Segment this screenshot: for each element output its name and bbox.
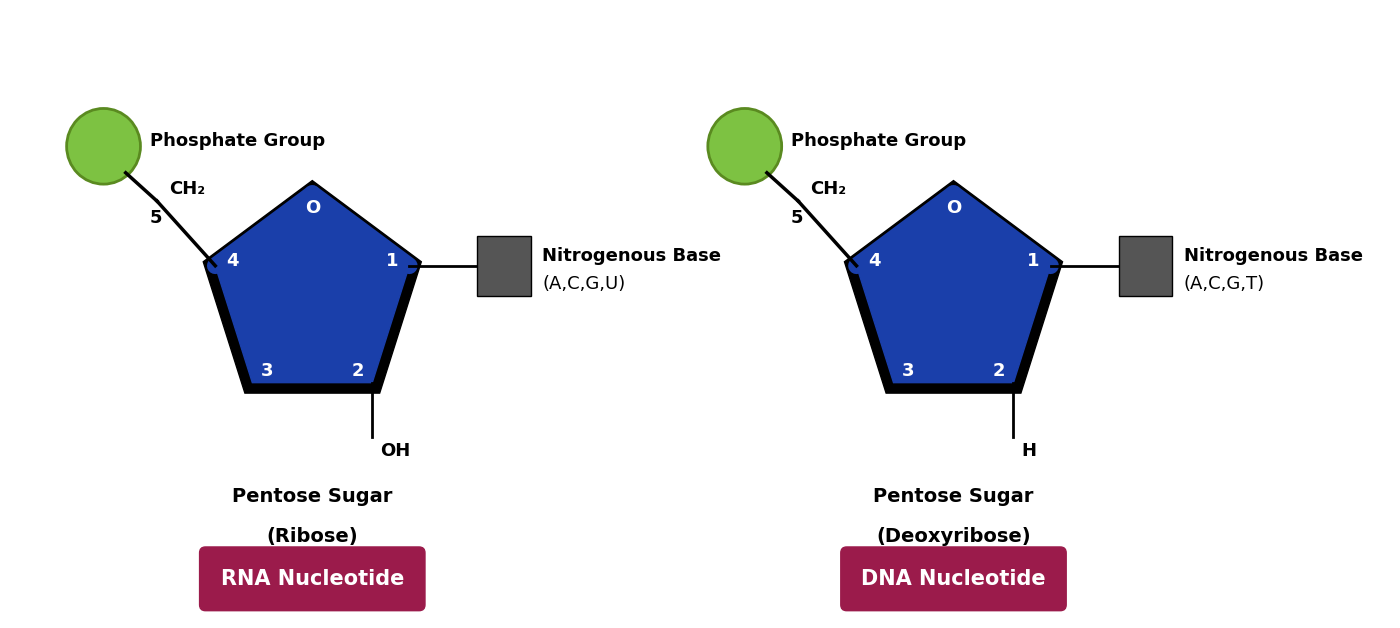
Circle shape [67,109,140,184]
Text: H: H [1021,442,1036,460]
Text: Nitrogenous Base: Nitrogenous Base [1183,247,1362,265]
Polygon shape [857,193,1050,382]
Polygon shape [216,193,409,382]
Text: O: O [946,200,962,217]
Text: (A,C,G,U): (A,C,G,U) [542,274,626,293]
Text: 3: 3 [902,362,914,380]
Polygon shape [203,181,421,393]
Text: 4: 4 [868,252,881,270]
Text: (Deoxyribose): (Deoxyribose) [876,527,1030,546]
Text: DNA Nucleotide: DNA Nucleotide [861,569,1046,589]
Bar [1119,236,1172,296]
Text: CH₂: CH₂ [809,180,846,198]
Text: 2: 2 [993,362,1005,380]
Text: 3: 3 [260,362,273,380]
Text: Pentose Sugar: Pentose Sugar [874,487,1033,506]
Text: RNA Nucleotide: RNA Nucleotide [221,569,405,589]
Text: (A,C,G,T): (A,C,G,T) [1183,274,1264,293]
Text: 1: 1 [385,252,398,270]
FancyBboxPatch shape [841,547,1067,610]
Polygon shape [844,181,1063,393]
Text: Phosphate Group: Phosphate Group [150,133,325,150]
Text: 4: 4 [227,252,239,270]
Bar [477,236,531,296]
Text: 5: 5 [150,209,162,227]
Text: CH₂: CH₂ [168,180,204,198]
Text: Pentose Sugar: Pentose Sugar [232,487,392,506]
Text: OH: OH [379,442,410,460]
FancyBboxPatch shape [200,547,426,610]
Circle shape [708,109,781,184]
Text: Nitrogenous Base: Nitrogenous Base [542,247,721,265]
Text: O: O [305,200,321,217]
Text: 2: 2 [351,362,364,380]
Text: 5: 5 [791,209,804,227]
Text: (Ribose): (Ribose) [266,527,358,546]
Text: 1: 1 [1026,252,1039,270]
Text: Phosphate Group: Phosphate Group [791,133,966,150]
